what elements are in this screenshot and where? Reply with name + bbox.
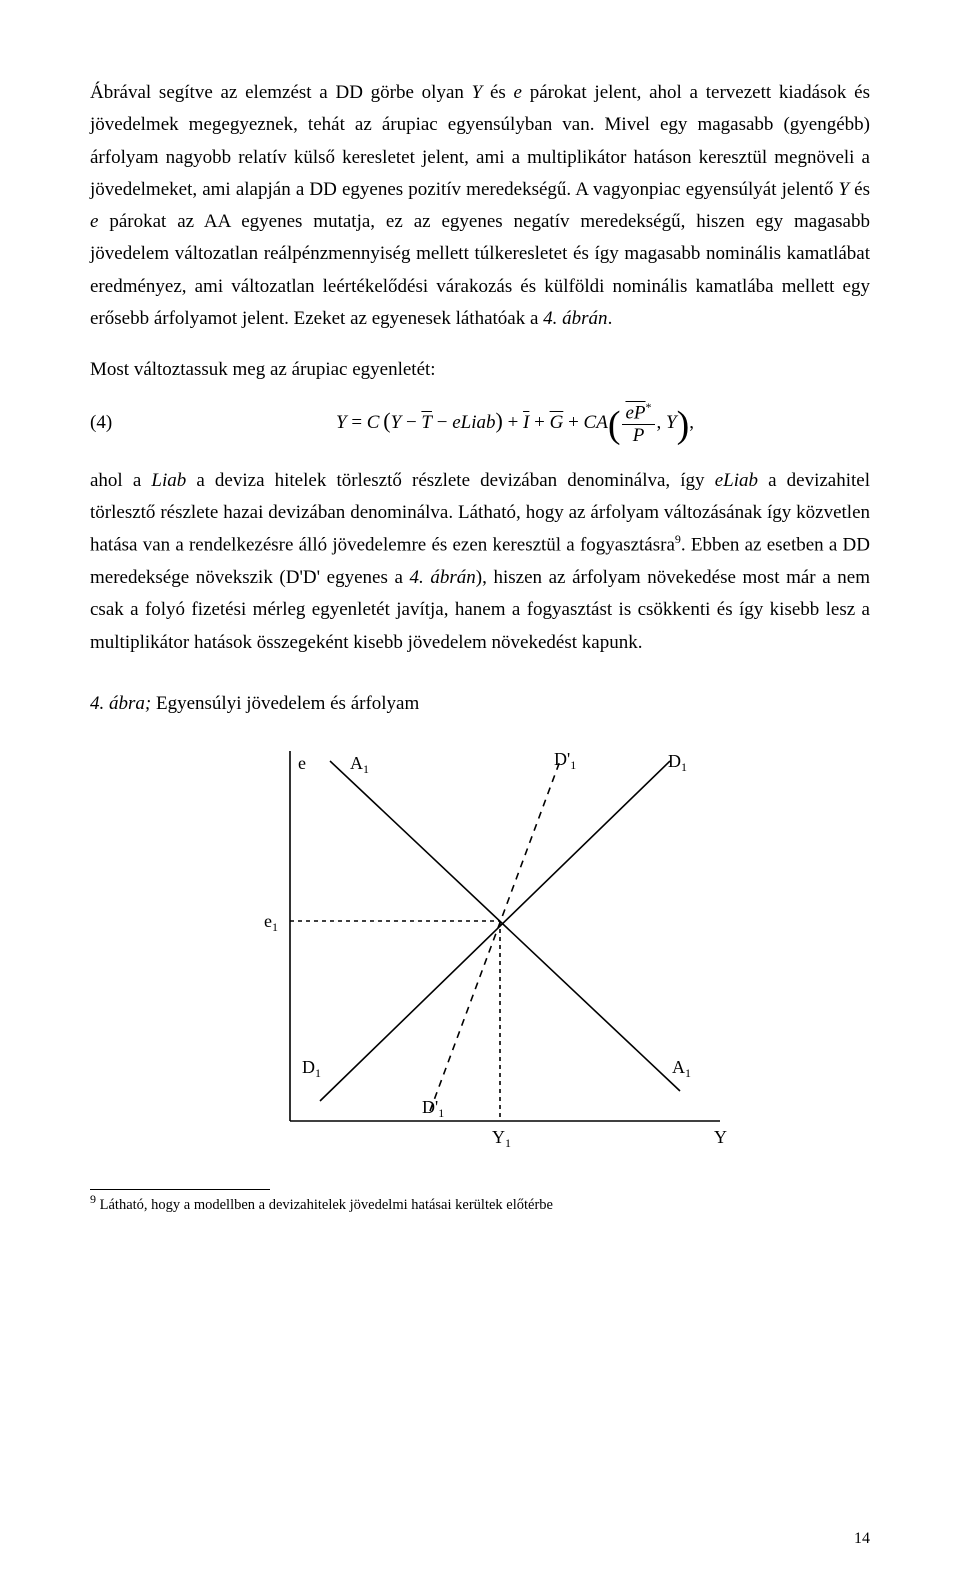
- footnote: 9 Látható, hogy a modellben a devizahite…: [90, 1192, 870, 1215]
- figure-caption: Egyensúlyi jövedelem és árfolyam: [151, 693, 419, 714]
- figure-4-diagram: e Y A1 D'1 D1 D1 D'1 A1 e1 Y1: [200, 721, 760, 1181]
- eq-tbar: T: [421, 413, 432, 432]
- fig-ref: 4. ábrán: [543, 308, 607, 329]
- svg-text:A1: A1: [350, 753, 369, 776]
- eq-y: Y: [391, 412, 402, 433]
- text: Most változtassuk meg az árupiac egyenle…: [90, 359, 436, 380]
- svg-text:D'1: D'1: [422, 1097, 444, 1120]
- fig-ref: 4. ábrán: [410, 567, 476, 588]
- eq-minus: −: [401, 412, 421, 433]
- svg-text:D'1: D'1: [554, 749, 576, 772]
- eq-plus: +: [563, 412, 583, 433]
- eq-eliab: eLiab: [452, 412, 495, 433]
- eq-trailing: ,: [689, 412, 694, 433]
- eq-y: Y: [336, 412, 347, 433]
- svg-text:Y1: Y1: [492, 1127, 511, 1150]
- svg-text:D1: D1: [668, 751, 687, 774]
- eq-y: Y: [666, 412, 677, 433]
- eq-rparen: ): [495, 408, 502, 433]
- svg-text:A1: A1: [672, 1057, 691, 1080]
- var-y: Y: [472, 82, 483, 103]
- eq-c: C: [367, 412, 380, 433]
- footnote-number: 9: [90, 1192, 96, 1206]
- footnote-rule: [90, 1189, 270, 1190]
- equation-number: (4): [90, 412, 160, 434]
- eq-plus: +: [503, 412, 523, 433]
- text: ahol a: [90, 470, 151, 491]
- var-e: e: [514, 82, 522, 103]
- eq-ep: eP: [625, 402, 645, 423]
- eq-comma: ,: [657, 412, 667, 433]
- page-number: 14: [854, 1530, 870, 1548]
- var-liab: Liab: [151, 470, 186, 491]
- paragraph-3: ahol a Liab a deviza hitelek törlesztő r…: [90, 465, 870, 659]
- eq-lparen: (: [383, 408, 390, 433]
- svg-text:Y: Y: [714, 1127, 727, 1147]
- eq-fraction: eP*P: [622, 401, 654, 446]
- equation-4: (4) Y = C (Y − T − eLiab) + I + G + CA(e…: [90, 401, 870, 446]
- text: párokat az AA egyenes mutatja, ez az egy…: [90, 211, 870, 329]
- var-y: Y: [838, 179, 849, 200]
- text: .: [608, 308, 613, 329]
- svg-text:e: e: [298, 753, 306, 773]
- eq-equals: =: [347, 412, 367, 433]
- equation-body: Y = C (Y − T − eLiab) + I + G + CA(eP*P,…: [160, 401, 870, 446]
- figure-number: 4. ábra;: [90, 693, 151, 714]
- eq-pbar: P: [633, 426, 645, 445]
- svg-text:D1: D1: [302, 1057, 321, 1080]
- footnote-text: Látható, hogy a modellben a devizahitele…: [100, 1197, 553, 1213]
- text: a deviza hitelek törlesztő részlete devi…: [186, 470, 714, 491]
- text: Ábrával segítve az elemzést a DD görbe o…: [90, 82, 472, 103]
- svg-text:e1: e1: [264, 911, 278, 934]
- eq-ca: CA: [584, 412, 608, 433]
- paragraph-1: Ábrával segítve az elemzést a DD görbe o…: [90, 77, 870, 335]
- text: és: [482, 82, 513, 103]
- eq-plus: +: [529, 412, 549, 433]
- text: és: [849, 179, 870, 200]
- var-eliab: eLiab: [715, 470, 758, 491]
- paragraph-2: Most változtassuk meg az árupiac egyenle…: [90, 354, 870, 386]
- eq-gbar: G: [550, 413, 564, 432]
- eq-star: *: [646, 400, 652, 414]
- figure-title: 4. ábra; Egyensúlyi jövedelem és árfolya…: [90, 693, 870, 715]
- eq-minus: −: [432, 412, 452, 433]
